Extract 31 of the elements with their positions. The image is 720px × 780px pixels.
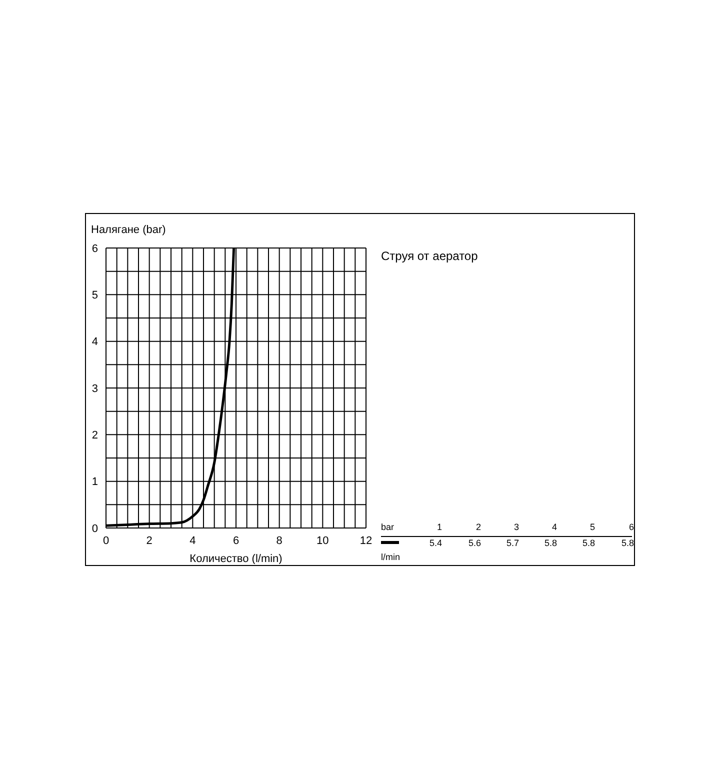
y-tick-label: 3 <box>92 382 98 395</box>
text: 5.8 <box>581 538 595 548</box>
text: l/min <box>381 552 400 562</box>
text: bar <box>381 522 394 532</box>
text: 1 <box>436 522 442 532</box>
text: 5.7 <box>505 538 519 548</box>
text: 6 <box>628 522 634 532</box>
text: 2 <box>474 522 481 532</box>
text: 4 <box>550 522 557 532</box>
text: 5 <box>588 522 595 532</box>
y-tick-label: 5 <box>92 290 98 302</box>
text: 5.6 <box>467 538 481 548</box>
text: Струя от аератор <box>381 249 478 263</box>
x-tick-label: 10 <box>316 534 329 547</box>
text: 5.8 <box>543 538 557 548</box>
text: 3 <box>512 522 519 532</box>
text: 5.4 <box>428 538 442 548</box>
x-tick-label: 8 <box>276 534 282 547</box>
x-tick-label: 2 <box>146 534 152 547</box>
y-tick-label: 6 <box>92 242 98 255</box>
text: 5.8 <box>620 538 634 548</box>
x-tick-label: 12 <box>360 534 372 547</box>
y-tick-label: 4 <box>92 336 98 348</box>
x-axis-title: Количество (l/min) <box>190 553 282 565</box>
y-tick-label: 0 <box>92 522 98 535</box>
x-tick-label: 4 <box>190 534 196 547</box>
y-tick-label: 1 <box>92 476 98 488</box>
y-axis-title: Налягане (bar) <box>91 224 166 236</box>
x-tick-label: 0 <box>102 534 110 547</box>
x-tick-label: 6 <box>232 534 240 547</box>
y-tick-label: 2 <box>92 430 98 442</box>
